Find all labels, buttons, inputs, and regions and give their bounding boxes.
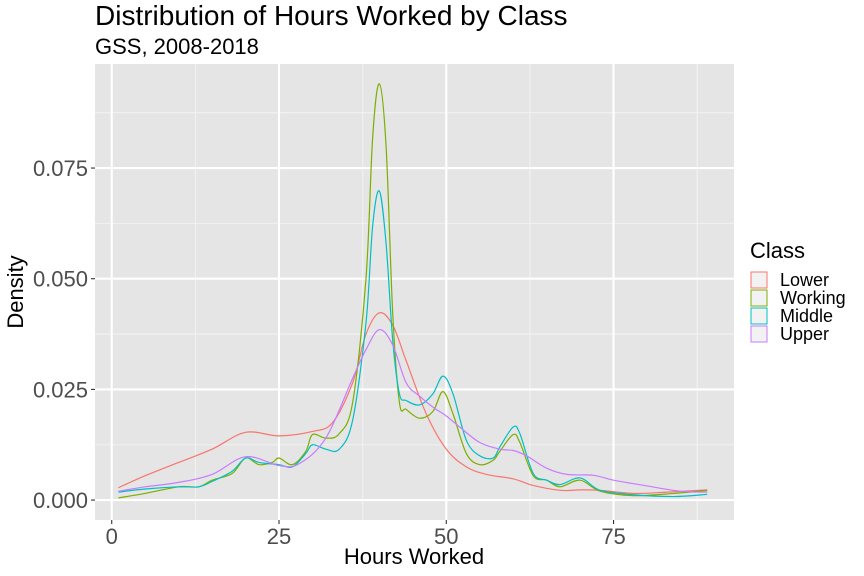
plot-panel xyxy=(95,64,734,520)
x-tick-label: 75 xyxy=(601,524,625,549)
series-line-upper xyxy=(118,329,708,493)
x-tick-label: 25 xyxy=(267,524,291,549)
series-line-lower xyxy=(118,311,708,495)
legend-label: Upper xyxy=(780,324,829,344)
y-tick-label: 0.050 xyxy=(33,267,88,292)
grid-minor xyxy=(95,64,734,520)
chart-subtitle: GSS, 2008-2018 xyxy=(95,34,259,59)
legend-label: Working xyxy=(780,288,846,308)
y-tick-label: 0.000 xyxy=(33,488,88,513)
y-axis: 0.000 0.025 0.050 0.075 xyxy=(33,156,95,513)
y-tick-label: 0.075 xyxy=(33,156,88,181)
legend-key-working xyxy=(750,289,768,307)
series-lines xyxy=(118,83,708,499)
legend-title: Class xyxy=(750,238,805,263)
series-line-middle xyxy=(118,190,708,498)
y-axis-title: Density xyxy=(3,255,28,328)
legend-key-upper xyxy=(750,325,768,343)
series-line-working xyxy=(118,83,708,499)
x-tick-label: 0 xyxy=(106,524,118,549)
legend-key-lower xyxy=(750,271,768,289)
y-tick-label: 0.025 xyxy=(33,377,88,402)
grid-major xyxy=(95,64,734,520)
chart-title: Distribution of Hours Worked by Class xyxy=(95,0,568,31)
legend-key-middle xyxy=(750,307,768,325)
x-axis-title: Hours Worked xyxy=(344,544,484,569)
legend-label: Lower xyxy=(780,270,829,290)
legend-label: Middle xyxy=(780,306,833,326)
x-tick-label: 50 xyxy=(434,524,458,549)
x-axis: 0 25 50 75 xyxy=(106,520,626,549)
